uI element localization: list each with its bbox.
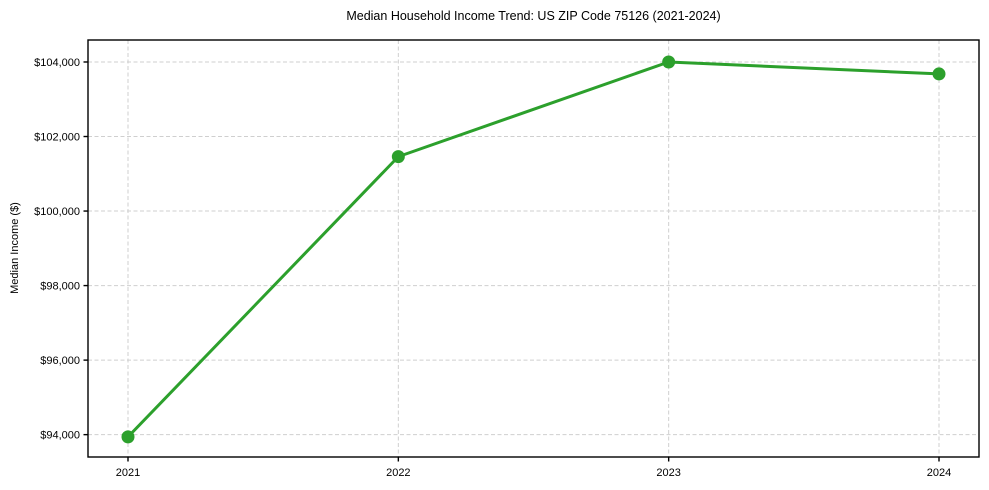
y-tick-label: $94,000 — [40, 430, 80, 442]
data-point-2023 — [662, 55, 676, 69]
y-tick-label: $100,000 — [34, 206, 80, 218]
trend-line — [126, 60, 941, 439]
data-point-2024 — [932, 67, 946, 81]
x-tick-label: 2024 — [927, 467, 951, 479]
y-tick-label: $96,000 — [40, 355, 80, 367]
data-point-2021 — [121, 430, 135, 444]
data-point-2022 — [391, 150, 405, 164]
y-tick-label: $104,000 — [34, 57, 80, 69]
plot-border — [87, 39, 980, 458]
axis-layer: $94,000 $96,000 $98,000 $100,000 $102,000 $10… — [34, 39, 980, 479]
x-tick-label: 2021 — [116, 467, 140, 479]
grid-layer — [88, 40, 979, 457]
chart-title: Median Household Income Trend: US ZIP Co… — [346, 9, 721, 23]
y-tick-label: $102,000 — [34, 132, 80, 144]
x-tick-label: 2022 — [386, 467, 410, 479]
series-layer — [121, 55, 946, 444]
x-tick-label: 2023 — [656, 467, 680, 479]
y-tick-label: $98,000 — [40, 281, 80, 293]
